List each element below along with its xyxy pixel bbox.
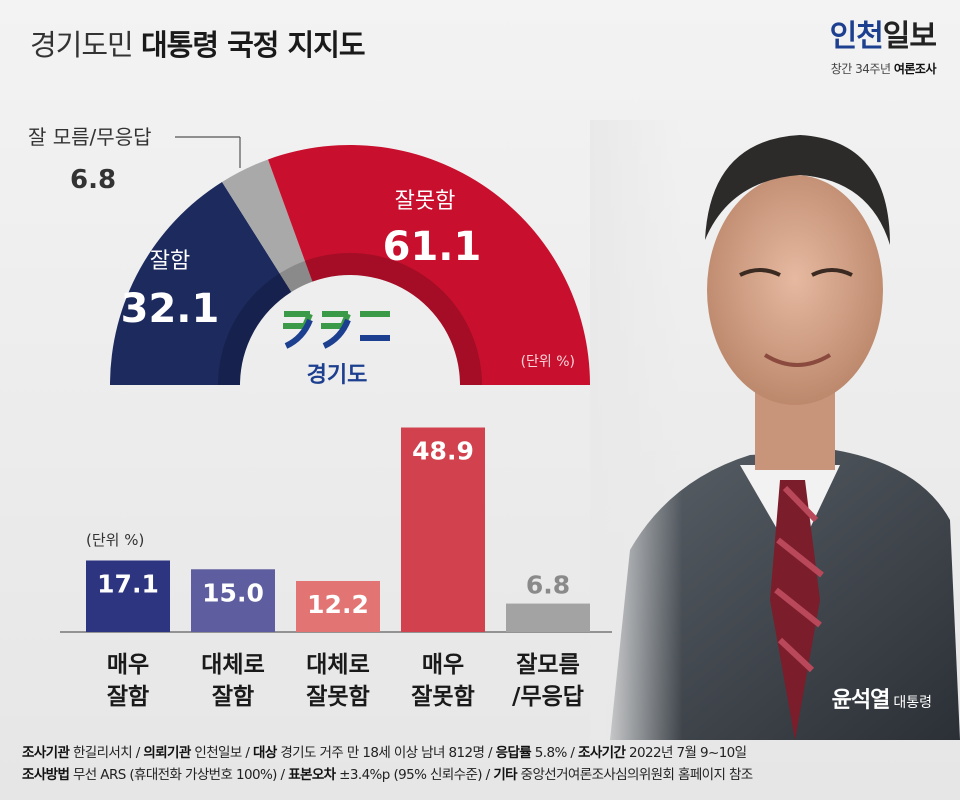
- footer-label: 의뢰기관: [143, 745, 191, 761]
- brand-tag-light: 창간 34주년: [830, 62, 891, 76]
- bar-3: [401, 427, 485, 632]
- bar-category-label-1-1: 대체로: [201, 652, 264, 678]
- bar-0: [86, 560, 170, 632]
- slice-label-disapprove: 잘못함: [395, 189, 456, 214]
- footer-value: ±3.4%p (95% 신뢰수준): [335, 767, 482, 783]
- bar-category-label-0-1: 매우: [107, 652, 149, 678]
- bar-unit-label: (단위 %): [86, 531, 144, 549]
- donut-unit-label: (단위 %): [521, 354, 575, 370]
- footer-value: 5.8%: [531, 745, 567, 761]
- president-portrait: [590, 120, 960, 740]
- survey-footer: 조사기관 한길리서치 / 의뢰기관 인천일보 / 대상 경기도 거주 만 18세…: [22, 742, 753, 786]
- footer-value: 경기도 거주 만 18세 이상 남녀 812명: [276, 745, 485, 761]
- brand-logo-part1: 인천: [829, 19, 884, 54]
- footer-label: 표본오차: [288, 767, 336, 783]
- bar-category-label-1-2: 잘함: [212, 684, 254, 710]
- donut-slice-approve: [110, 181, 292, 385]
- bar-category-label-0-2: 잘함: [107, 684, 149, 710]
- brand-tag-bold: 여론조사: [893, 62, 937, 76]
- footer-label: 조사기관: [22, 745, 70, 761]
- footer-line-1: 조사기관 한길리서치 / 의뢰기관 인천일보 / 대상 경기도 거주 만 18세…: [22, 745, 747, 761]
- footer-value: 2022년 7월 9~10일: [625, 745, 747, 761]
- bar-category-label-4-2: /무응답: [512, 684, 584, 710]
- slice-label-dontknow: 잘 모름/무응답: [28, 125, 152, 149]
- bar-value-label-2: 12.2: [307, 590, 369, 619]
- footer-value: 한길리서치: [69, 745, 133, 761]
- footer-line-2: 조사방법 무선 ARS (휴대전화 가상번호 100%) / 표본오차 ±3.4…: [22, 767, 754, 783]
- slice-value-dontknow: 6.8: [70, 165, 116, 195]
- person-caption: 윤석열 대통령: [832, 682, 932, 714]
- bar-category-label-2-1: 대체로: [306, 652, 369, 678]
- bar-value-label-4: 6.8: [526, 571, 570, 600]
- slice-value-disapprove: 61.1: [383, 224, 482, 270]
- bar-1: [191, 569, 275, 632]
- gyeonggi-logo-text: 경기도: [307, 363, 368, 388]
- approval-donut-chart: 잘 모름/무응답 6.8 잘함 32.1 잘못함 61.1 (단위 %) 경기도: [28, 125, 590, 388]
- donut-slice-disapprove: [267, 144, 590, 385]
- bar-category-label-4-1: 잘모름: [516, 652, 579, 678]
- bar-category-label-2-2: 잘못함: [306, 684, 369, 710]
- brand-logo-part2: 일보: [882, 19, 937, 54]
- bar-value-label-0: 17.1: [97, 569, 159, 598]
- footer-label: 조사방법: [22, 767, 70, 783]
- donut-slices: [110, 144, 590, 385]
- bar-4: [506, 603, 590, 632]
- footer-label: 기타: [493, 767, 517, 783]
- footer-label: 조사기간: [578, 745, 626, 761]
- footer-value: 인천일보: [190, 745, 242, 761]
- person-name: 윤석열: [831, 688, 891, 713]
- footer-label: 응답률: [495, 745, 532, 761]
- bar-category-label-3-2: 잘못함: [411, 684, 474, 710]
- slice-label-approve: 잘함: [150, 249, 190, 274]
- bar-value-label-3: 48.9: [412, 437, 474, 466]
- bar-category-label-3-1: 매우: [422, 652, 464, 678]
- title-region: 경기도민: [30, 28, 134, 62]
- footer-label: 대상: [253, 745, 277, 761]
- page-title: 경기도민 대통령 국정 지지도: [30, 22, 366, 64]
- footer-value: 중앙선거여론조사심의위원회 홈페이지 참조: [516, 767, 754, 783]
- brand-logo: 인천일보: [829, 19, 937, 54]
- bar-2: [296, 580, 380, 632]
- person-role: 대통령: [893, 695, 932, 711]
- slice-value-approve: 32.1: [121, 286, 220, 332]
- donut-slice-dontknow: [222, 159, 313, 292]
- donut-inner-ring: [218, 253, 482, 385]
- brand-tagline: 창간 34주년 여론조사: [830, 60, 937, 77]
- gyeonggi-logo-icon: [283, 311, 390, 349]
- title-main: 대통령 국정 지지도: [140, 28, 366, 62]
- footer-value: 무선 ARS (휴대전화 가상번호 100%): [69, 767, 277, 783]
- brand-block: 인천일보 창간 34주년 여론조사: [829, 19, 937, 77]
- bar-value-label-1: 15.0: [202, 578, 264, 607]
